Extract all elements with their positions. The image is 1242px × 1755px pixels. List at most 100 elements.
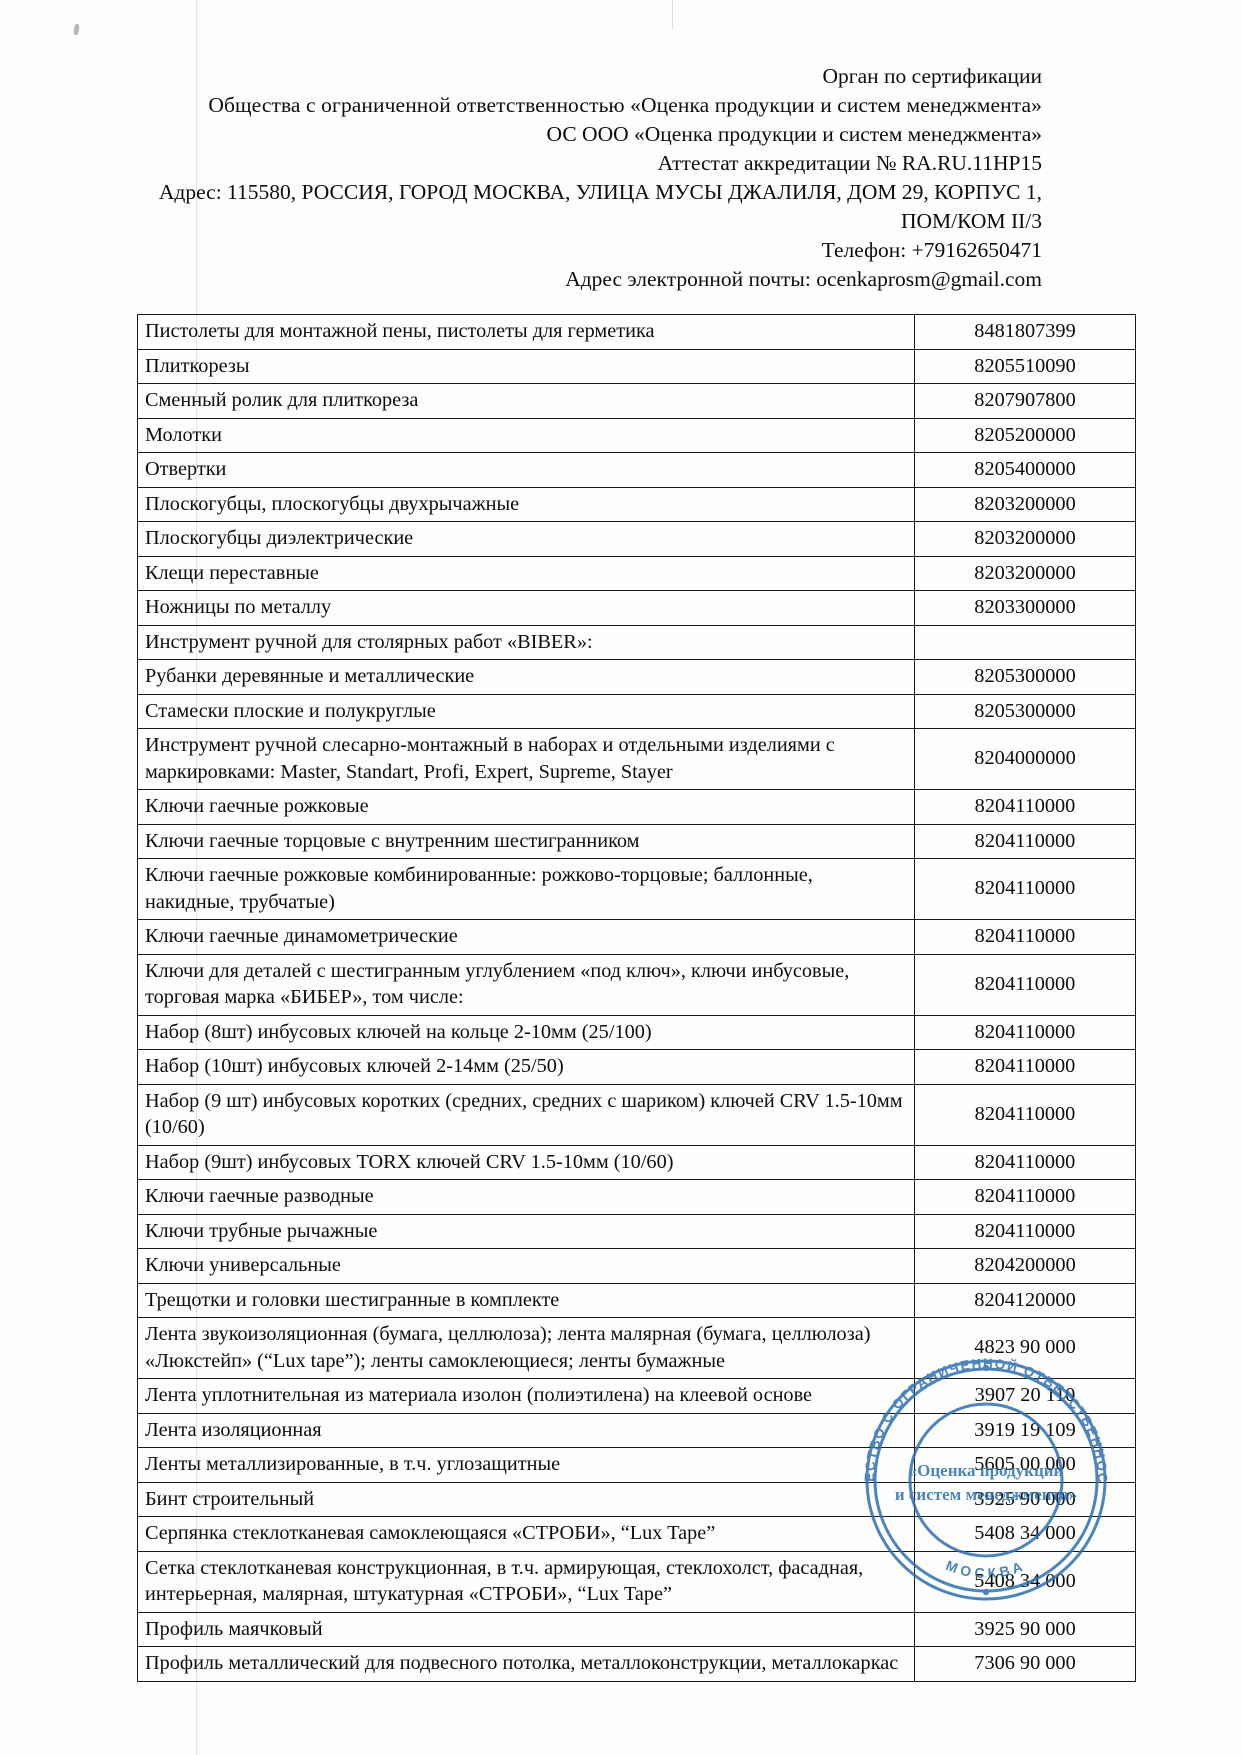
- product-name-cell: Плиткорезы: [137, 348, 915, 384]
- product-name-cell: Ключи гаечные разводные: [137, 1179, 915, 1215]
- table-row: Ключи для деталей с шестигранным углубле…: [137, 953, 1136, 1016]
- product-name-cell: Трещотки и головки шестигранные в компле…: [137, 1282, 915, 1318]
- header-line-company-full: Общества с ограниченной ответственностью…: [208, 93, 1042, 117]
- table-row: Серпянка стеклотканевая самоклеющаяся «С…: [137, 1516, 1136, 1552]
- table-row: Сменный ролик для плиткореза 8207907800: [137, 383, 1136, 419]
- scan-fold-line-top: [672, 0, 673, 30]
- product-code-cell: 8204000000: [914, 728, 1136, 790]
- table-row: Сетка стеклотканевая конструкционная, в …: [137, 1550, 1136, 1613]
- table-row: Ленты металлизированные, в т.ч. углозащи…: [137, 1447, 1136, 1483]
- product-name-cell: Пистолеты для монтажной пены, пистолеты …: [137, 314, 915, 350]
- product-name-cell: Ключи гаечные динамометрические: [137, 919, 915, 955]
- table-row: Бинт строительный 3925 90 000: [137, 1481, 1136, 1517]
- table-body: Пистолеты для монтажной пены, пистолеты …: [137, 314, 1136, 1682]
- product-code-cell: 8204110000: [914, 823, 1136, 859]
- product-name-cell: Профиль маячковый: [137, 1611, 915, 1647]
- product-code-cell: 3919 19 109: [914, 1412, 1136, 1448]
- product-name-cell: Лента изоляционная: [137, 1412, 915, 1448]
- product-name-cell: Рубанки деревянные и металлические: [137, 659, 915, 695]
- product-code-cell: 8204110000: [914, 1049, 1136, 1085]
- table-row: Ключи гаечные торцовые с внутренним шест…: [137, 823, 1136, 859]
- table-row: Рубанки деревянные и металлические 820530…: [137, 659, 1136, 695]
- table-row: Лента уплотнительная из материала изолон…: [137, 1378, 1136, 1414]
- product-code-cell: 8203200000: [914, 486, 1136, 522]
- product-name-cell: Набор (9шт) инбусовых TORX ключей CRV 1.…: [137, 1144, 915, 1180]
- product-code-cell: 8203300000: [914, 590, 1136, 626]
- product-code-cell: 8204110000: [914, 1213, 1136, 1249]
- table-row: Плиткорезы 8205510090: [137, 348, 1136, 384]
- table-row: Набор (8шт) инбусовых ключей на кольце 2…: [137, 1014, 1136, 1050]
- product-code-cell: 3907 20 110: [914, 1378, 1136, 1414]
- product-name-cell: Молотки: [137, 417, 915, 453]
- product-code-cell: [914, 624, 1136, 660]
- product-name-cell: Лента уплотнительная из материала изолон…: [137, 1378, 915, 1414]
- product-name-cell: Набор (10шт) инбусовых ключей 2-14мм (25…: [137, 1049, 915, 1085]
- product-code-cell: 4823 90 000: [914, 1317, 1136, 1379]
- product-name-cell: Ключи гаечные торцовые с внутренним шест…: [137, 823, 915, 859]
- table-row: Ключи гаечные разводные 8204110000: [137, 1179, 1136, 1215]
- table-row: Инструмент ручной для столярных работ «B…: [137, 624, 1136, 660]
- table-row: Плоскогубцы, плоскогубцы двухрычажные 820…: [137, 486, 1136, 522]
- table-row: Ключи гаечные рожковые комбинированные: …: [137, 858, 1136, 920]
- table-row: Трещотки и головки шестигранные в компле…: [137, 1282, 1136, 1318]
- product-name-cell: Стамески плоские и полукруглые: [137, 693, 915, 729]
- table-row: Пистолеты для монтажной пены, пистолеты …: [137, 314, 1136, 350]
- product-code-cell: 8204110000: [914, 919, 1136, 955]
- product-name-cell: Сменный ролик для плиткореза: [137, 383, 915, 419]
- table-row: Набор (9 шт) инбусовых коротких (средних…: [137, 1083, 1136, 1146]
- product-code-cell: 8204110000: [914, 1083, 1136, 1146]
- product-code-cell: 8205300000: [914, 693, 1136, 729]
- header-line-accreditation: Аттестат аккредитации № RA.RU.11НР15: [657, 151, 1042, 175]
- product-name-cell: Набор (9 шт) инбусовых коротких (средних…: [137, 1083, 915, 1146]
- product-name-cell: Инструмент ручной для столярных работ «B…: [137, 624, 915, 660]
- product-code-cell: 5408 34 000: [914, 1516, 1136, 1552]
- product-code-cell: 8204110000: [914, 1179, 1136, 1215]
- product-name-cell: Бинт строительный: [137, 1481, 915, 1517]
- header-line-company-short: ОС ООО «Оценка продукции и систем менедж…: [546, 122, 1042, 146]
- product-code-cell: 8205300000: [914, 659, 1136, 695]
- product-code-cell: 8204120000: [914, 1282, 1136, 1318]
- table-row: Профиль маячковый 3925 90 000: [137, 1611, 1136, 1647]
- product-code-cell: 8204110000: [914, 789, 1136, 825]
- table-row: Набор (9шт) инбусовых TORX ключей CRV 1.…: [137, 1144, 1136, 1180]
- product-code-cell: 8204110000: [914, 953, 1136, 1016]
- header-line-phone: Телефон: +79162650471: [821, 238, 1042, 262]
- product-name-cell: Ключи универсальные: [137, 1248, 915, 1284]
- product-name-cell: Отвертки: [137, 452, 915, 488]
- product-name-cell: Ключи гаечные рожковые: [137, 789, 915, 825]
- product-code-cell: 8203200000: [914, 521, 1136, 557]
- product-name-cell: Инструмент ручной слесарно-монтажный в н…: [137, 728, 915, 790]
- product-codes-table-wrapper: Пистолеты для монтажной пены, пистолеты …: [137, 314, 1136, 1682]
- product-name-cell: Ключи гаечные рожковые комбинированные: …: [137, 858, 915, 920]
- product-name-cell: Набор (8шт) инбусовых ключей на кольце 2…: [137, 1014, 915, 1050]
- product-name-cell: Сетка стеклотканевая конструкционная, в …: [137, 1550, 915, 1613]
- table-row: Отвертки 8205400000: [137, 452, 1136, 488]
- product-codes-table: Пистолеты для монтажной пены, пистолеты …: [137, 314, 1136, 1682]
- product-code-cell: 8203200000: [914, 555, 1136, 591]
- table-row: Ключи гаечные рожковые 8204110000: [137, 789, 1136, 825]
- table-row: Ключи универсальные 8204200000: [137, 1248, 1136, 1284]
- product-name-cell: Ключи трубные рычажные: [137, 1213, 915, 1249]
- table-row: Молотки 8205200000: [137, 417, 1136, 453]
- product-code-cell: 8481807399: [914, 314, 1136, 350]
- product-code-cell: 3925 90 000: [914, 1611, 1136, 1647]
- table-row: Стамески плоские и полукруглые 8205300000: [137, 693, 1136, 729]
- product-code-cell: 8204110000: [914, 1014, 1136, 1050]
- header-line-address-room: ПОМ/КОМ II/3: [900, 209, 1042, 233]
- product-code-cell: 5605 00 000: [914, 1447, 1136, 1483]
- document-header: Орган по сертификации Общества с огранич…: [140, 62, 1042, 294]
- table-row: Ключи гаечные динамометрические 820411000…: [137, 919, 1136, 955]
- table-row: Клещи переставные 8203200000: [137, 555, 1136, 591]
- table-row: Инструмент ручной слесарно-монтажный в н…: [137, 728, 1136, 790]
- product-name-cell: Плоскогубцы, плоскогубцы двухрычажные: [137, 486, 915, 522]
- product-name-cell: Клещи переставные: [137, 555, 915, 591]
- product-code-cell: 5408 34 000: [914, 1550, 1136, 1613]
- product-name-cell: Ленты металлизированные, в т.ч. углозащи…: [137, 1447, 915, 1483]
- table-row: Плоскогубцы диэлектрические 8203200000: [137, 521, 1136, 557]
- product-code-cell: 8204110000: [914, 858, 1136, 920]
- table-row: Профиль металлический для подвесного пот…: [137, 1646, 1136, 1682]
- product-name-cell: Профиль металлический для подвесного пот…: [137, 1646, 915, 1682]
- table-row: Лента звукоизоляционная (бумага, целлюло…: [137, 1317, 1136, 1379]
- scan-artifact-speck: [73, 23, 80, 36]
